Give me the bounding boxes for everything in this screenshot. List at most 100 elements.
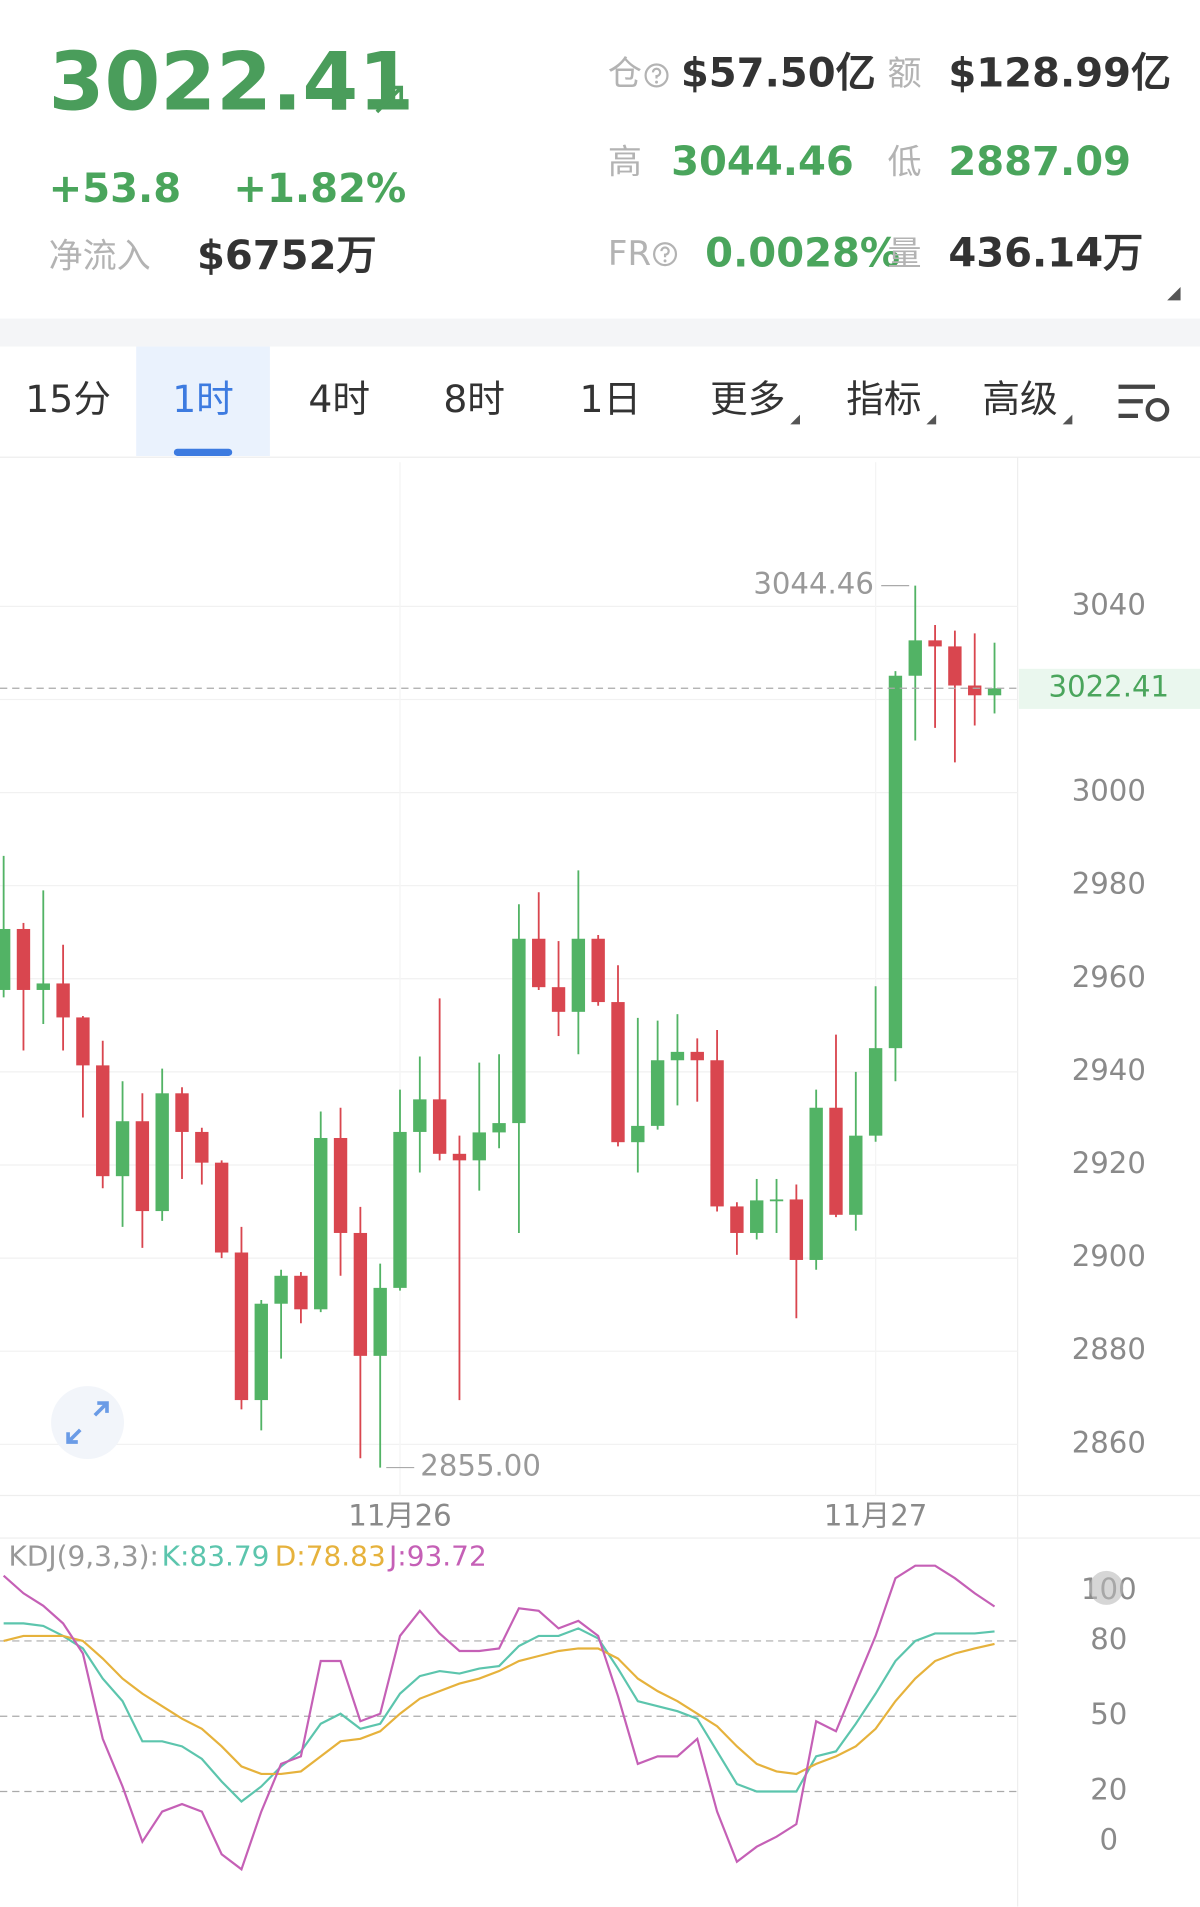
candle-body bbox=[809, 1107, 823, 1260]
y-tick-label: 2920 bbox=[1072, 1146, 1146, 1180]
candle-body bbox=[234, 1252, 249, 1401]
trend-arrow bbox=[375, 85, 404, 114]
y-tick-label: 80 bbox=[1090, 1622, 1127, 1656]
stat-label: 额 bbox=[888, 54, 922, 94]
candle-body bbox=[611, 1002, 625, 1143]
candle-body bbox=[76, 1017, 90, 1066]
y-tick-label: 3040 bbox=[1072, 587, 1146, 621]
stat-value: 2887.09 bbox=[948, 139, 1131, 185]
price-change: +53.8 bbox=[49, 166, 182, 212]
candle-body bbox=[195, 1131, 209, 1163]
high-label: 3044.46 bbox=[753, 567, 874, 601]
timeframe-tab[interactable]: 8时 bbox=[443, 377, 505, 421]
settings-icon[interactable] bbox=[1118, 384, 1170, 422]
stat-value: 3044.46 bbox=[671, 139, 854, 185]
candle-body bbox=[56, 983, 70, 1018]
dropdown-caret bbox=[926, 414, 937, 425]
candle-body bbox=[829, 1107, 843, 1215]
candle-body bbox=[690, 1051, 704, 1061]
candle-body bbox=[155, 1093, 169, 1212]
y-tick-label: 2940 bbox=[1072, 1053, 1146, 1087]
legend-entry: K:83.79 bbox=[162, 1540, 270, 1573]
y-tick-label: 0 bbox=[1100, 1823, 1119, 1857]
candle-body bbox=[571, 938, 586, 1012]
timeframe-tab[interactable]: 指标 bbox=[846, 377, 921, 421]
timeframe-tab[interactable]: 高级 bbox=[982, 377, 1057, 421]
stat-label: 仓 bbox=[608, 54, 642, 94]
candle-body bbox=[274, 1275, 288, 1304]
candle-body bbox=[908, 640, 922, 676]
indicator-line bbox=[3, 1634, 995, 1776]
candle-body bbox=[373, 1287, 387, 1356]
candle-body bbox=[631, 1125, 645, 1143]
candle-body bbox=[492, 1123, 506, 1133]
last-price-tag bbox=[1018, 668, 1200, 709]
x-tick-label: 11月26 bbox=[348, 1498, 451, 1532]
candle-body bbox=[452, 1153, 467, 1161]
candle-body bbox=[650, 1060, 665, 1126]
stat-value: $57.50亿 bbox=[681, 50, 876, 96]
net-inflow: $6752万 bbox=[197, 233, 377, 279]
price-change-pct: +1.82% bbox=[233, 166, 406, 212]
low-label: 2855.00 bbox=[420, 1449, 541, 1483]
candle-body bbox=[472, 1132, 486, 1161]
timeframe-tab[interactable]: 1时 bbox=[172, 377, 234, 421]
help-icon[interactable] bbox=[653, 242, 678, 267]
candle-body bbox=[948, 646, 962, 686]
candle-body bbox=[353, 1232, 368, 1356]
y-tick-label: 50 bbox=[1090, 1697, 1127, 1731]
y-tick-label: 2960 bbox=[1072, 960, 1146, 994]
candle-body bbox=[730, 1206, 744, 1233]
candle-body bbox=[968, 685, 982, 696]
candle-body bbox=[888, 675, 903, 1049]
indicator-line bbox=[3, 1622, 995, 1803]
last-price-label: 3022.41 bbox=[1049, 669, 1170, 703]
candle-body bbox=[432, 1099, 447, 1154]
candle-body bbox=[670, 1051, 685, 1061]
candle-body bbox=[294, 1275, 308, 1310]
candle-body bbox=[710, 1060, 724, 1207]
candle-body bbox=[849, 1135, 863, 1215]
active-tab-underline bbox=[173, 448, 233, 456]
last-price: 3022.41 bbox=[49, 36, 414, 129]
candle-body bbox=[16, 928, 31, 990]
candle-body bbox=[36, 983, 50, 990]
divider bbox=[0, 318, 1200, 347]
candle-body bbox=[115, 1121, 130, 1177]
timeframe-tab[interactable]: 更多 bbox=[710, 377, 785, 421]
dropdown-caret bbox=[1062, 414, 1073, 425]
candle-body bbox=[868, 1048, 883, 1136]
candle-body bbox=[551, 987, 566, 1012]
timeframe-tab[interactable]: 4时 bbox=[308, 377, 370, 421]
stat-value: $128.99亿 bbox=[948, 50, 1171, 96]
candle-body bbox=[928, 640, 942, 647]
stat-label: FR bbox=[608, 234, 651, 274]
candle-body bbox=[413, 1099, 427, 1132]
stat-value: 436.14万 bbox=[948, 230, 1143, 276]
timeframe-tab[interactable]: 15分 bbox=[25, 377, 111, 421]
net-inflow-label: 净流入 bbox=[49, 236, 151, 276]
expand-toggle[interactable] bbox=[1167, 286, 1181, 301]
y-tick-label: 20 bbox=[1090, 1773, 1127, 1807]
indicator-line bbox=[2, 1564, 996, 1872]
float-dot[interactable] bbox=[1089, 1570, 1124, 1605]
y-tick-label: 3000 bbox=[1072, 774, 1146, 808]
candle-body bbox=[254, 1303, 268, 1401]
active-tab-bg bbox=[136, 346, 270, 456]
stat-value: 0.0028% bbox=[705, 230, 900, 276]
legend-entry: D:78.83 bbox=[275, 1540, 386, 1573]
candle-body bbox=[987, 688, 1002, 696]
timeframe-tab[interactable]: 1日 bbox=[580, 377, 642, 421]
y-tick-label: 2860 bbox=[1072, 1425, 1146, 1459]
indicator-title: KDJ(9,3,3): bbox=[9, 1540, 159, 1573]
candle-body bbox=[591, 938, 605, 1003]
stat-label: 量 bbox=[888, 234, 922, 274]
candle-body bbox=[512, 938, 526, 1124]
candle-body bbox=[532, 938, 546, 988]
candle-body bbox=[333, 1137, 348, 1233]
y-tick-label: 2900 bbox=[1072, 1239, 1146, 1273]
help-icon[interactable] bbox=[644, 63, 669, 88]
fullscreen-button[interactable] bbox=[51, 1386, 125, 1460]
